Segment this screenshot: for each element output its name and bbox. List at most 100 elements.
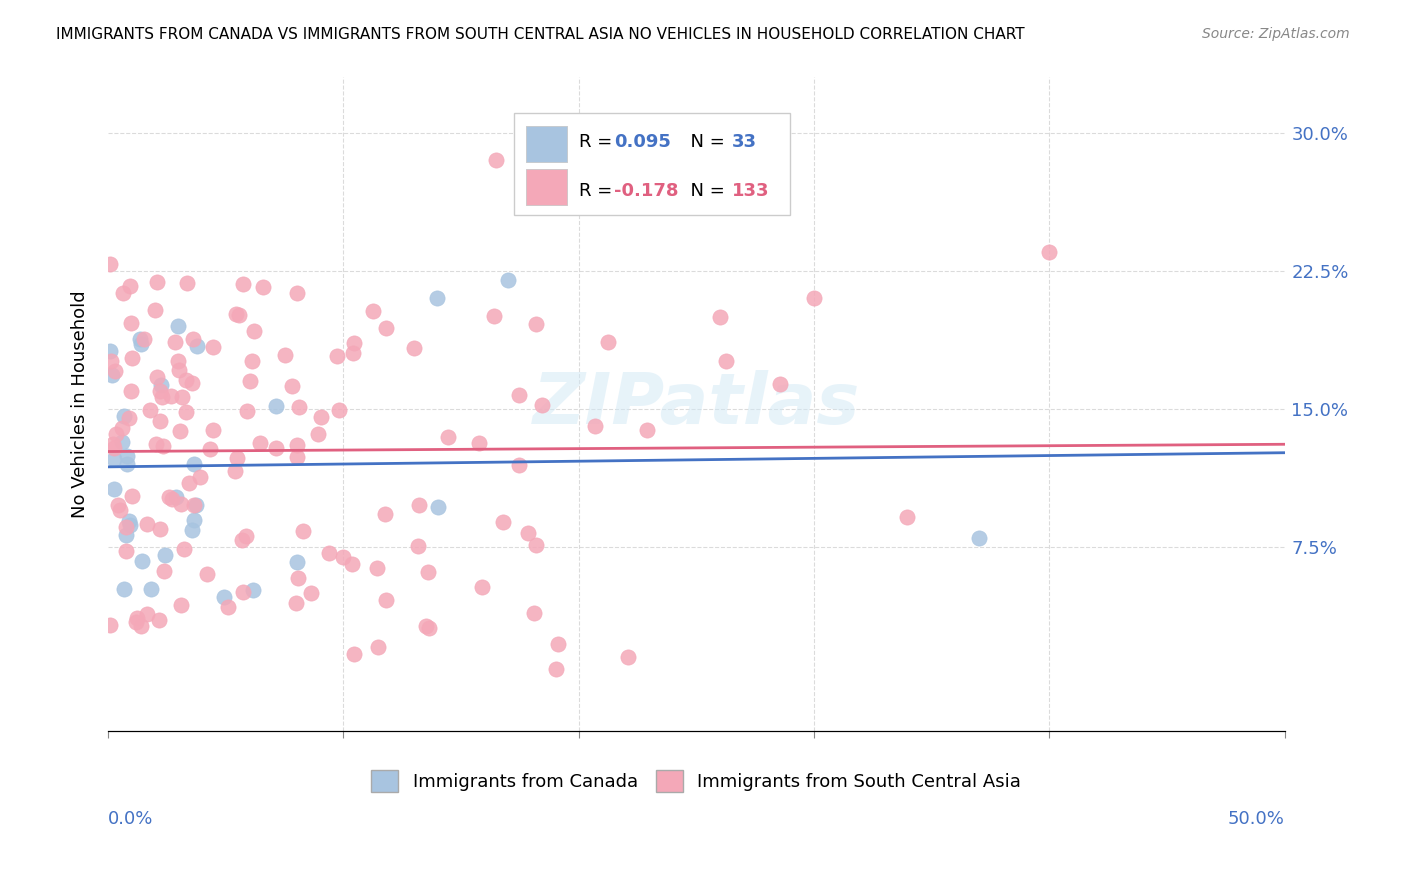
Point: [110, 503, 132, 517]
Point: [264, 441, 287, 455]
Point: [120, 316, 142, 330]
Point: [118, 515, 141, 529]
Point: [482, 310, 505, 324]
Point: [165, 334, 187, 349]
Point: [115, 457, 138, 471]
Point: [325, 349, 347, 363]
Point: [112, 582, 135, 596]
Point: [342, 345, 364, 359]
Point: [343, 335, 366, 350]
Text: N =: N =: [679, 182, 730, 200]
Point: [149, 522, 172, 536]
Point: [426, 500, 449, 514]
Y-axis label: No Vehicles in Household: No Vehicles in Household: [72, 291, 89, 518]
Point: [146, 276, 169, 290]
Point: [186, 339, 208, 353]
Point: [714, 353, 737, 368]
Text: 0.095: 0.095: [614, 133, 671, 151]
Point: [121, 351, 143, 366]
Point: [287, 571, 309, 585]
Point: [404, 341, 426, 355]
Point: [139, 582, 162, 596]
Point: [232, 584, 254, 599]
Point: [162, 492, 184, 507]
Point: [242, 354, 264, 368]
Point: [361, 304, 384, 318]
Point: [285, 286, 308, 301]
Point: [174, 405, 197, 419]
Point: [170, 598, 193, 612]
Point: [288, 401, 311, 415]
Point: [307, 427, 329, 442]
Text: 33: 33: [731, 133, 756, 151]
Point: [176, 276, 198, 290]
Point: [1038, 245, 1060, 260]
Point: [243, 324, 266, 338]
Point: [224, 464, 246, 478]
Point: [235, 528, 257, 542]
Point: [252, 280, 274, 294]
Point: [121, 489, 143, 503]
Point: [328, 402, 350, 417]
Point: [150, 390, 173, 404]
Point: [709, 310, 731, 324]
Point: [803, 292, 825, 306]
Point: [616, 650, 638, 665]
Point: [118, 411, 141, 425]
Point: [115, 520, 138, 534]
Point: [114, 528, 136, 542]
Point: [98, 618, 121, 632]
Point: [184, 498, 207, 512]
Point: [111, 421, 134, 435]
Point: [148, 414, 170, 428]
Point: [468, 436, 491, 450]
Text: 50.0%: 50.0%: [1227, 811, 1285, 829]
Point: [375, 321, 398, 335]
Point: [596, 334, 619, 349]
Point: [181, 333, 204, 347]
Point: [374, 593, 396, 607]
Text: R =: R =: [579, 133, 617, 151]
FancyBboxPatch shape: [526, 169, 567, 205]
Text: ZIPatlas: ZIPatlas: [533, 370, 860, 439]
Point: [165, 491, 187, 505]
Point: [636, 423, 658, 437]
Point: [332, 549, 354, 564]
Point: [198, 442, 221, 456]
Point: [264, 399, 287, 413]
Point: [309, 410, 332, 425]
Point: [201, 423, 224, 437]
Point: [104, 363, 127, 377]
Point: [98, 344, 121, 359]
FancyBboxPatch shape: [526, 127, 567, 162]
Point: [366, 561, 388, 575]
Point: [138, 402, 160, 417]
Point: [485, 153, 508, 168]
Point: [98, 257, 121, 271]
Point: [107, 498, 129, 512]
Point: [496, 273, 519, 287]
Point: [103, 482, 125, 496]
Point: [492, 515, 515, 529]
Point: [127, 611, 149, 625]
Point: [343, 647, 366, 661]
Text: Source: ZipAtlas.com: Source: ZipAtlas.com: [1202, 27, 1350, 41]
Point: [408, 498, 430, 512]
Point: [228, 308, 250, 322]
Point: [231, 533, 253, 547]
Point: [508, 458, 530, 472]
Point: [131, 554, 153, 568]
Point: [242, 583, 264, 598]
Point: [148, 613, 170, 627]
Point: [132, 333, 155, 347]
Point: [170, 390, 193, 404]
Point: [768, 376, 790, 391]
Point: [150, 378, 173, 392]
Point: [129, 332, 152, 346]
Point: [177, 475, 200, 490]
Point: [100, 354, 122, 368]
Point: [145, 436, 167, 450]
Point: [104, 426, 127, 441]
Point: [426, 292, 449, 306]
Point: [149, 384, 172, 398]
